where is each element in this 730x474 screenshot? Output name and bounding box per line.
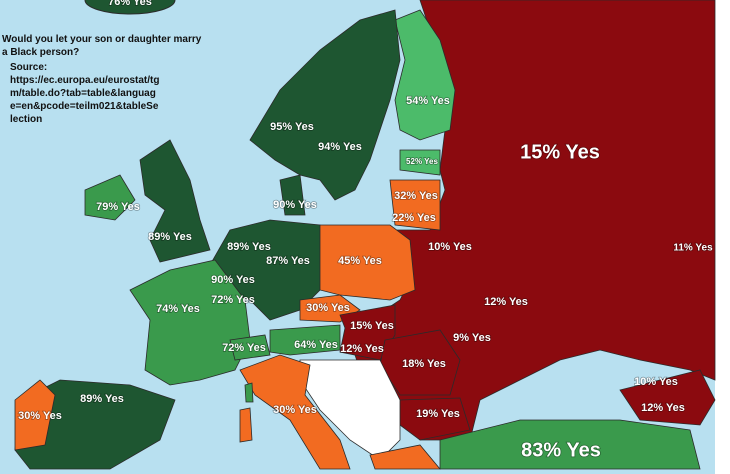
country-label: 45% Yes	[338, 255, 382, 267]
ireland	[84, 174, 136, 221]
country-label: 87% Yes	[266, 255, 310, 267]
country-label: 74% Yes	[156, 303, 200, 315]
country-label: 30% Yes	[306, 302, 350, 314]
switzerland	[229, 334, 271, 361]
country-label: 52% Yes	[406, 157, 438, 166]
info-box: Would you let your son or daughter marry…	[2, 33, 207, 126]
portugal	[14, 379, 56, 451]
uk	[139, 139, 211, 263]
turkey	[439, 419, 701, 470]
country-label: 10% Yes	[428, 241, 472, 253]
country-label: 83% Yes	[521, 439, 601, 461]
country-label: 12% Yes	[484, 296, 528, 308]
country-label: 30% Yes	[273, 404, 317, 416]
denmark	[279, 174, 306, 216]
country-label: 90% Yes	[273, 199, 317, 211]
spain	[14, 379, 176, 470]
country-label: 89% Yes	[80, 393, 124, 405]
country-label: 30% Yes	[18, 410, 62, 422]
country-label: 12% Yes	[641, 402, 685, 414]
country-label: 95% Yes	[270, 121, 314, 133]
finland	[394, 9, 456, 141]
country-label: 89% Yes	[148, 231, 192, 243]
country-label: 72% Yes	[211, 294, 255, 306]
title: Would you let your son or daughter marry…	[2, 34, 202, 58]
country-label: 94% Yes	[318, 141, 362, 153]
sardinia	[239, 407, 253, 443]
country-label: 89% Yes	[227, 241, 271, 253]
country-label: 11% Yes	[673, 243, 713, 254]
estonia	[399, 149, 441, 176]
france	[129, 259, 251, 386]
source-label: Source:	[10, 62, 48, 73]
country-label: 9% Yes	[453, 332, 491, 344]
country-label: 79% Yes	[96, 201, 140, 213]
latvia-lithuania	[389, 179, 441, 231]
country-label: 54% Yes	[406, 95, 450, 107]
country-label: 15% Yes	[350, 320, 394, 332]
corsica	[244, 382, 254, 403]
country-label: 15% Yes	[520, 141, 600, 163]
italy	[239, 354, 351, 470]
country-label: 32% Yes	[394, 190, 438, 202]
country-label: 12% Yes	[340, 343, 384, 355]
country-label: 90% Yes	[211, 274, 255, 286]
country-label: 10% Yes	[634, 376, 678, 388]
iceland	[84, 0, 176, 15]
country-label: 19% Yes	[416, 408, 460, 420]
austria	[269, 324, 341, 356]
poland	[319, 224, 416, 301]
country-label: 18% Yes	[402, 358, 446, 370]
country-label: 76% Yes	[108, 0, 152, 8]
source: Source: https://ec.europa.eu/eurostat/tg…	[10, 61, 160, 126]
caucasus	[619, 369, 716, 426]
country-label: 64% Yes	[294, 339, 338, 351]
scandinavia	[249, 9, 401, 201]
country-label: 72% Yes	[222, 342, 266, 354]
country-label: 22% Yes	[392, 212, 436, 224]
source-url: https://ec.europa.eu/eurostat/tgm/table.…	[10, 75, 160, 125]
